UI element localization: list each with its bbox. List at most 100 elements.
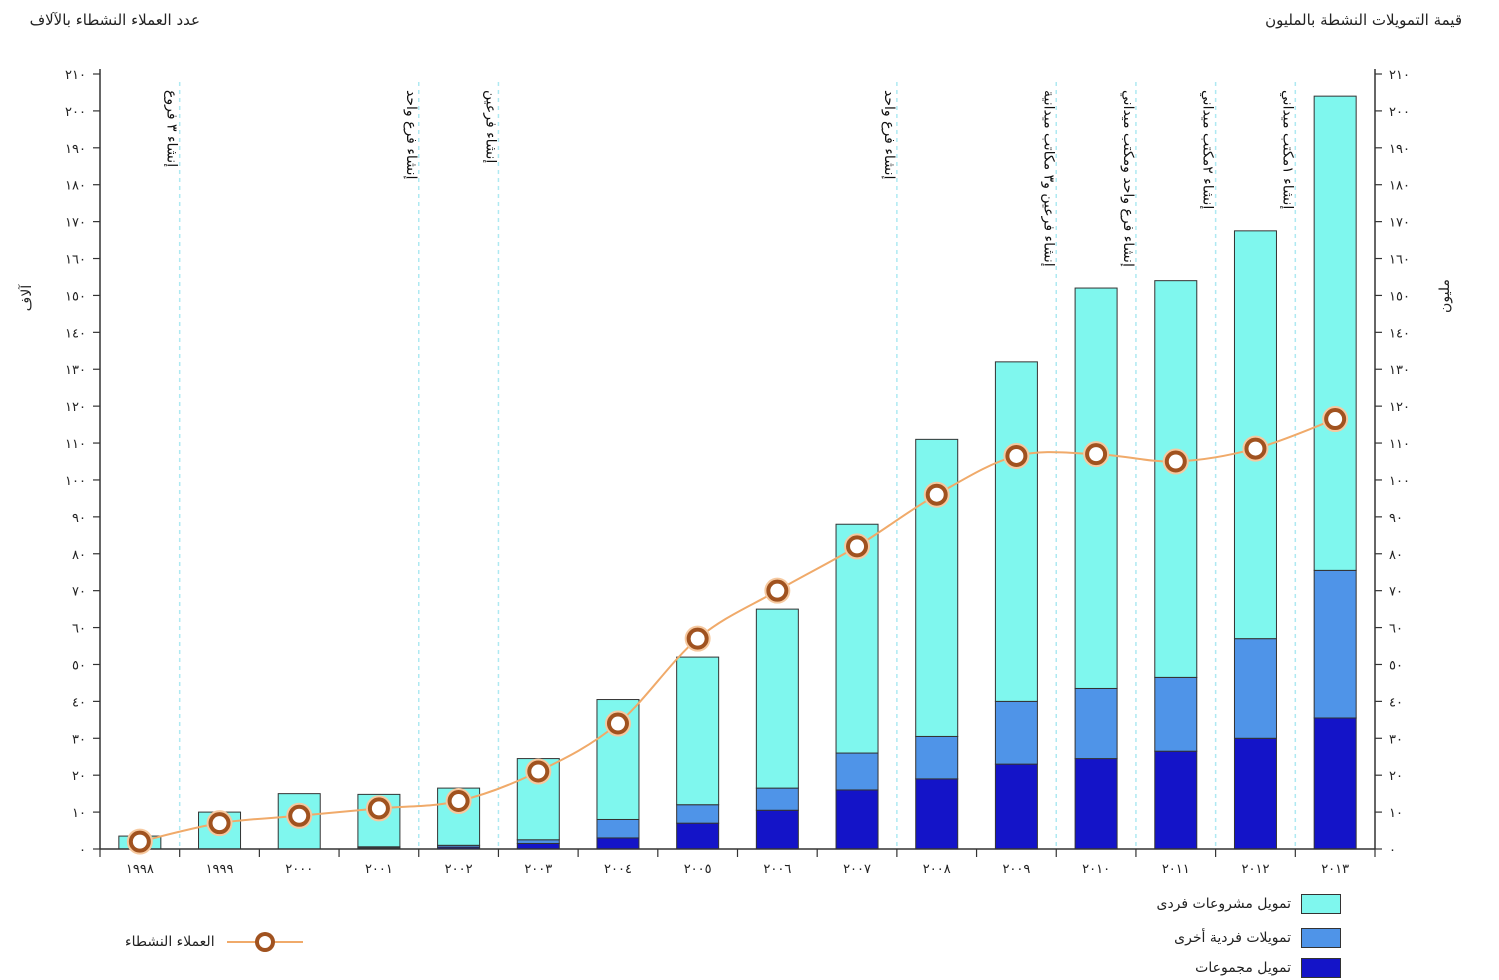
right-tick-label: ٩٠ <box>1389 511 1403 526</box>
bar-segment <box>1313 717 1357 850</box>
left-tick-label: ٣٠ <box>72 732 86 747</box>
marker-center <box>929 487 944 502</box>
line-point-marker <box>1003 442 1030 469</box>
line-point-marker <box>206 810 233 837</box>
bar-segment <box>835 789 879 850</box>
bar-segment <box>835 752 879 791</box>
legend-item-other-individual: تمويلات فردية أخرى <box>1174 928 1341 948</box>
right-tick-label: ١٣٠ <box>1389 363 1410 378</box>
right-tick-label: ٥٠ <box>1389 658 1403 673</box>
x-tick-label: ٢٠٠٦ <box>763 862 791 877</box>
marker-center <box>371 801 386 816</box>
annotation-label: إنشاء فرع واحد <box>881 90 897 180</box>
left-tick-label: ١٨٠ <box>65 179 86 194</box>
bar-segment <box>676 804 720 824</box>
line-point-marker <box>445 788 472 815</box>
bar-segment <box>915 735 959 780</box>
x-tick-label: ٢٠٠٥ <box>684 862 712 877</box>
legend-item-individual-projects: تمويل مشروعات فردى <box>1156 894 1341 914</box>
x-tick-label: ٢٠١١ <box>1162 862 1190 877</box>
right-tick-label: ٤٠ <box>1389 695 1403 710</box>
left-tick-label: ١٠٠ <box>65 474 86 489</box>
right-tick-label: ٢٠٠ <box>1389 105 1410 120</box>
marker-center <box>531 764 546 779</box>
right-tick-label: ١٠٠ <box>1389 474 1410 489</box>
x-tick-label: ٢٠١٢ <box>1242 862 1270 877</box>
line-point-marker <box>764 577 791 604</box>
right-tick-label: ١١٠ <box>1389 437 1410 452</box>
right-tick-label: ٧٠ <box>1389 585 1403 600</box>
bar-segment <box>596 818 640 839</box>
bar-segment <box>994 763 1038 850</box>
left-tick-label: ٦٠ <box>72 622 86 637</box>
left-tick-label: ٢١٠ <box>65 68 86 83</box>
line-point-marker <box>126 828 153 855</box>
line-point-marker <box>1242 435 1269 462</box>
left-tick-label: ٠ <box>79 843 86 858</box>
marker-center <box>212 816 227 831</box>
legend-swatch-individual-projects <box>1301 894 1341 914</box>
bar-segment <box>676 656 720 806</box>
left-tick-label: ٧٠ <box>72 585 86 600</box>
x-tick-label: ٢٠١٠ <box>1082 862 1110 877</box>
legend-item-active-clients: العملاء النشطاء <box>125 930 305 954</box>
bar-segment <box>596 699 640 820</box>
bar-segment <box>516 842 560 850</box>
bar-segment <box>1233 230 1277 640</box>
line-point-marker <box>684 625 711 652</box>
bar-segment <box>1313 95 1357 571</box>
x-tick-label: ١٩٩٨ <box>126 862 154 877</box>
annotation-label: إنشاء فرعين و٣ مكاتب ميدانية <box>1040 90 1056 267</box>
marker-center <box>690 631 705 646</box>
marker-center <box>132 834 147 849</box>
right-tick-label: ٢١٠ <box>1389 68 1410 83</box>
annotation-label: إنشاء فرعين <box>482 90 498 163</box>
x-tick-label: ٢٠٠٢ <box>445 862 473 877</box>
marker-center <box>850 539 865 554</box>
active-clients-line <box>139 418 1336 843</box>
right-tick-label: ١٧٠ <box>1389 216 1410 231</box>
left-tick-label: ١٩٠ <box>65 142 86 157</box>
left-tick-label: ٤٠ <box>72 695 86 710</box>
legend-label-active-clients: العملاء النشطاء <box>125 934 215 950</box>
right-tick-label: ١٠ <box>1389 806 1403 821</box>
right-tick-label: ٠ <box>1389 843 1396 858</box>
x-tick-label: ٢٠١٣ <box>1321 862 1349 877</box>
line-point-marker <box>1322 406 1349 433</box>
line-point-marker <box>1083 441 1110 468</box>
bar-segment <box>755 608 799 789</box>
x-tick-label: ٢٠٠٧ <box>843 862 871 877</box>
bar-segment <box>516 839 560 844</box>
line-point-marker <box>844 533 871 560</box>
right-tick-label: ١٩٠ <box>1389 142 1410 157</box>
annotation-label: إنشاء فرع واحد ومكتب ميداني <box>1120 90 1136 267</box>
right-tick-label: ٢٠ <box>1389 769 1403 784</box>
line-point-marker <box>525 758 552 785</box>
right-tick-label: ١٥٠ <box>1389 289 1410 304</box>
annotation-label: إنشاء ٣ فروع <box>164 90 180 167</box>
bar-segment <box>1233 638 1277 739</box>
annotation-label: إنشاء ٢مكتب ميداني <box>1200 90 1216 209</box>
left-tick-label: ٨٠ <box>72 548 86 563</box>
x-tick-label: ٢٠٠٤ <box>604 862 632 877</box>
left-tick-label: ١٧٠ <box>65 216 86 231</box>
right-tick-label: ٨٠ <box>1389 548 1403 563</box>
line-point-marker <box>286 802 313 829</box>
marker-center <box>1328 412 1343 427</box>
marker-center <box>292 808 307 823</box>
legend-label-group-financing: تمويل مجموعات <box>1195 960 1291 976</box>
left-tick-label: ٢٠٠ <box>65 105 86 120</box>
left-axis-title: عدد العملاء النشطاء بالآلاف <box>29 11 200 29</box>
bar-segment <box>994 700 1038 765</box>
right-tick-label: ٦٠ <box>1389 622 1403 637</box>
legend-label-other-individual: تمويلات فردية أخرى <box>1174 930 1291 946</box>
x-tick-label: ٢٠٠١ <box>365 862 393 877</box>
bar-segment <box>1233 737 1277 850</box>
right-tick-label: ٣٠ <box>1389 732 1403 747</box>
x-tick-label: ٢٠٠٠ <box>285 862 313 877</box>
line-point-marker <box>1162 448 1189 475</box>
marker-center <box>1089 447 1104 462</box>
annotation-label: إنشاء ١مكتب ميداني <box>1279 90 1295 209</box>
bar-segment <box>1154 750 1198 850</box>
